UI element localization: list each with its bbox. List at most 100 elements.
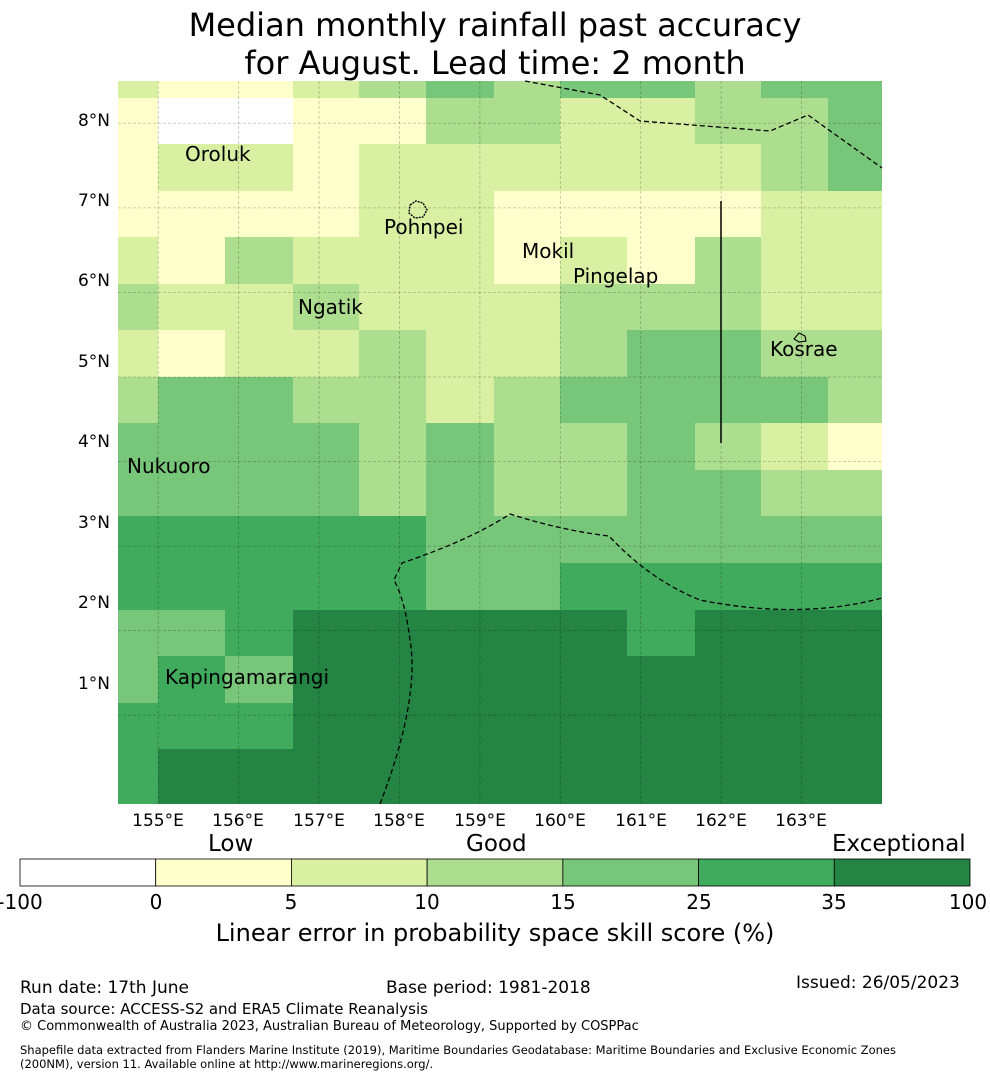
grid-cell (158, 191, 225, 237)
grid-cell (359, 144, 426, 191)
grid-cell (158, 330, 225, 377)
grid-cell (761, 377, 828, 423)
grid-cell (627, 703, 695, 749)
grid-cell (828, 237, 882, 284)
grid-cell (225, 749, 293, 796)
grid-cell (828, 749, 882, 796)
lon-tick-label: 161°E (615, 811, 667, 831)
grid-cell (158, 144, 225, 191)
grid-cell (158, 610, 225, 656)
colorbar-tick-label: 10 (414, 890, 440, 914)
grid-cell (158, 237, 225, 284)
grid-cell (158, 81, 225, 98)
grid-cell (627, 330, 695, 377)
grid-cell (627, 796, 695, 804)
grid-cell (158, 563, 225, 610)
grid-cell (225, 284, 293, 330)
grid-cell (118, 81, 158, 98)
grid-cell (828, 796, 882, 804)
lon-tick-label: 155°E (132, 811, 184, 831)
place-label-mokil: Mokil (522, 239, 574, 263)
grid-cell (695, 749, 761, 796)
grid-cell (293, 284, 359, 330)
grid-cell (359, 423, 426, 470)
map-panel: 8°N 7°N 6°N 5°N 4°N 3°N 2°N 1°N 155°E 15… (19, 80, 971, 887)
grid-cell (225, 703, 293, 749)
grid-cell (158, 656, 225, 703)
grid-cell (359, 237, 426, 284)
grid-cell (627, 610, 695, 656)
grid-cell (293, 703, 359, 749)
grid-cell (359, 796, 426, 804)
lat-tick-label: 8°N (78, 111, 110, 131)
grid-cell (359, 563, 426, 610)
grid-cell (293, 563, 359, 610)
place-label-nukuoro: Nukuoro (127, 454, 211, 478)
grid-cell (225, 796, 293, 804)
grid-cell (828, 284, 882, 330)
place-label-kosrae: Kosrae (770, 337, 838, 361)
grid-cell (118, 284, 158, 330)
grid-cell (494, 191, 560, 237)
grid-cell (560, 98, 627, 144)
grid-cell (118, 377, 158, 423)
grid-cell (761, 749, 828, 796)
grid-cell (627, 423, 695, 470)
grid-cell (426, 144, 494, 191)
colorbar-tick-label: 5 (284, 890, 298, 914)
grid-cell (761, 703, 828, 749)
colorbar-category-exceptional: Exceptional (832, 831, 966, 857)
grid-cell (426, 610, 494, 656)
colorbar-tick-label: 100 (948, 890, 988, 914)
grid-cell (225, 81, 293, 98)
grid-cell (695, 330, 761, 377)
grid-cell (158, 423, 225, 470)
lat-tick-label: 6°N (78, 271, 110, 291)
grid-cell (118, 796, 158, 804)
grid-cell (293, 749, 359, 796)
grid-cell (426, 98, 494, 144)
grid-cell (494, 284, 560, 330)
colorbar-tick-label: 15 (550, 890, 576, 914)
grid-cell (158, 516, 225, 563)
grid-cell (494, 237, 560, 284)
grid-cell (494, 330, 560, 377)
grid-cell (359, 377, 426, 423)
grid-cell (158, 796, 225, 804)
grid-cell (293, 144, 359, 191)
lon-tick-label: 157°E (293, 811, 345, 831)
colorbar-segment (562, 858, 699, 887)
grid-cell (293, 423, 359, 470)
grid-cell (426, 191, 494, 237)
place-label-oroluk: Oroluk (185, 142, 251, 166)
grid-cell (225, 191, 293, 237)
grid-cell (293, 796, 359, 804)
grid-cell (494, 377, 560, 423)
grid-cell (695, 610, 761, 656)
colorbar (19, 858, 971, 887)
map-graticule (118, 81, 882, 804)
grid-cell (225, 610, 293, 656)
grid-cell (560, 144, 627, 191)
grid-cell (761, 191, 828, 237)
eez-boundaries (379, 80, 883, 805)
grid-cell (426, 703, 494, 749)
data-source: Data source: ACCESS-S2 and ERA5 Climate … (20, 1000, 428, 1018)
grid-cell (225, 237, 293, 284)
grid-cell (627, 470, 695, 516)
colorbar-category-low: Low (208, 831, 254, 857)
grid-cell (560, 377, 627, 423)
colorbar-tick-label: 25 (686, 890, 712, 914)
lon-tick-label: 158°E (373, 811, 425, 831)
lon-tick-label: 159°E (454, 811, 506, 831)
lat-tick-label: 7°N (78, 191, 110, 211)
grid-cell (158, 284, 225, 330)
grid-cell (426, 423, 494, 470)
shapefile-credit-line2: (200NM), version 11. Available online at… (20, 1057, 434, 1071)
colorbar-tick-label: 0 (149, 890, 163, 914)
grid-cell (828, 98, 882, 144)
grid-cell (494, 81, 560, 98)
grid-cell (118, 516, 158, 563)
grid-cell (560, 516, 627, 563)
grid-cell (426, 81, 494, 98)
